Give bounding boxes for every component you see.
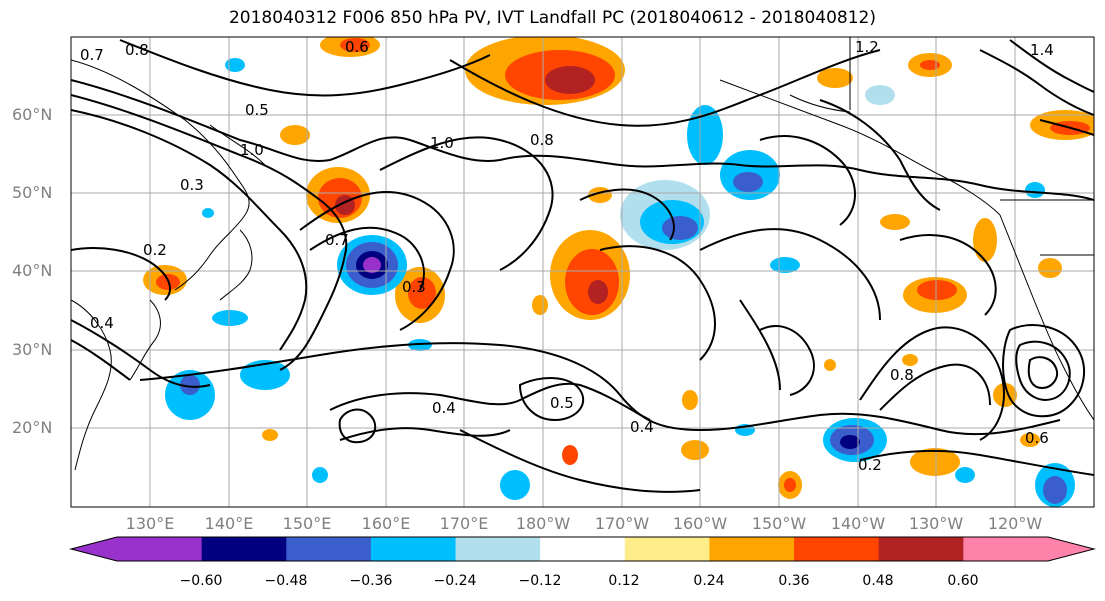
colorbar-segment [963,537,1049,561]
lon-label: 160°E [361,514,411,533]
lon-label: 130°W [908,514,964,533]
contour-label: 0.5 [550,394,574,412]
lon-label: 170°W [594,514,650,533]
contour-label: 1.0 [240,141,264,159]
contour-label: 0.4 [432,399,456,417]
map-field: 0.7 0.8 0.6 0.5 1.0 0.3 0.2 0.4 0.8 1.0 … [71,37,1094,507]
colorbar-tick-label: 0.48 [862,573,894,589]
colorbar-segment [201,537,287,561]
lat-label: 20°N [12,418,53,437]
contour-label: 0.7 [325,231,349,249]
lon-label: 150°E [282,514,332,533]
lat-label: 50°N [12,183,53,202]
colorbar-tick-label: 0.12 [608,573,640,589]
lat-label: 30°N [12,340,53,359]
lon-label: 130°E [125,514,175,533]
lon-label: 150°W [751,514,807,533]
contour-label: 1.2 [855,38,879,56]
colorbar-segment [624,537,710,561]
map-title: 2018040312 F006 850 hPa PV, IVT Landfall… [228,8,876,28]
colorbar-tick-label: −0.48 [264,573,308,589]
colorbar-tick-label: 0.24 [693,573,725,589]
lon-label: 140°W [830,514,886,533]
gridlines [71,37,1094,507]
colorbar-tick-label: −0.60 [179,573,223,589]
contour-label: 0.8 [890,366,914,384]
contour-label: 0.3 [180,176,204,194]
contour-label: 0.7 [80,46,104,64]
contour-label: 0.4 [630,418,654,436]
colorbar-segment [794,537,880,561]
colorbar-segment [286,537,372,561]
colorbar-tick-label: −0.24 [433,573,477,589]
contour-label: 0.8 [530,131,554,149]
contour-label: 0.6 [1025,429,1049,447]
colorbar-tick-label: −0.36 [349,573,393,589]
contour-label: 0.2 [143,241,167,259]
colorbar-tick-label: 0.36 [778,573,810,589]
colorbar-segment [878,537,964,561]
contour-label: 0.2 [858,456,882,474]
contour-labels: 0.7 0.8 0.6 0.5 1.0 0.3 0.2 0.4 0.8 1.0 … [80,38,1054,474]
colorbar-segment [455,537,541,561]
contour-label: 1.4 [1030,41,1054,59]
lon-label: 180°W [515,514,571,533]
colorbar-segment [709,537,795,561]
lon-label: 160°W [672,514,728,533]
lat-label: 40°N [12,261,53,280]
contour-label: 0.5 [245,101,269,119]
contour-label: 0.4 [90,314,114,332]
colorbar-min-arrow [71,537,117,561]
colorbar-tick-label: 0.60 [947,573,979,589]
colorbar-segment [370,537,457,561]
colorbar-outline [69,536,1096,562]
lon-label: 120°W [987,514,1043,533]
contour-label: 0.6 [345,38,369,56]
contour-label: 1.0 [430,134,454,152]
colorbar-tick-label: −0.12 [518,573,562,589]
lon-label: 140°E [204,514,254,533]
colorbar-segment [540,537,626,561]
contour-label: 0.8 [125,41,149,59]
contour-label: 0.3 [402,278,426,296]
map-frame [70,36,1095,508]
pv-contours [71,39,1094,493]
lat-label: 60°N [12,105,53,124]
colorbar-segment [117,537,203,561]
lon-label: 170°E [439,514,489,533]
negative-pv-shading [165,58,1075,507]
colorbar-segments [69,536,1096,562]
colorbar-max-arrow [1048,537,1094,561]
positive-pv-shading [143,37,1094,499]
